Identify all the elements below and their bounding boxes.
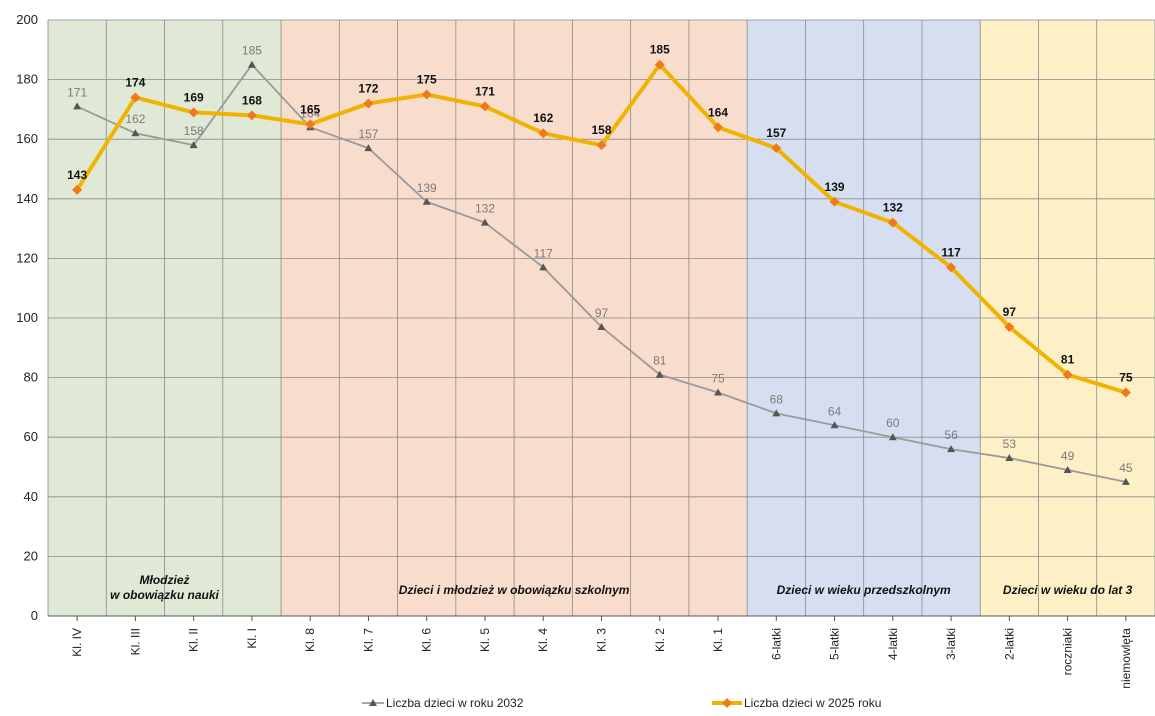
y-tick-label: 200 [16, 12, 38, 27]
data-label-2025: 174 [125, 75, 145, 89]
data-label-2025: 139 [825, 180, 845, 194]
data-label-2032: 75 [711, 372, 725, 386]
region-label: Dzieci w wieku do lat 3 [1003, 583, 1133, 597]
x-tick-label: 3-latki [944, 628, 958, 660]
x-tick-label: Kl. 8 [303, 628, 317, 652]
data-label-2032: 60 [886, 416, 900, 430]
data-label-2025: 158 [591, 123, 611, 137]
data-label-2032: 49 [1061, 449, 1075, 463]
y-tick-label: 160 [16, 131, 38, 146]
data-label-2032: 132 [475, 202, 495, 216]
data-label-2025: 168 [242, 93, 262, 107]
x-tick-label: 4-latki [886, 628, 900, 660]
data-label-2025: 171 [475, 84, 495, 98]
y-tick-label: 140 [16, 191, 38, 206]
x-tick-label: 5-latki [828, 628, 842, 660]
data-label-2025: 132 [883, 201, 903, 215]
x-tick-label: 6-latki [769, 628, 783, 660]
data-label-2032: 81 [653, 354, 667, 368]
legend-marker-2025 [722, 698, 732, 708]
data-label-2032: 56 [944, 428, 958, 442]
data-label-2032: 64 [828, 404, 842, 418]
y-tick-label: 100 [16, 310, 38, 325]
data-label-2032: 158 [184, 124, 204, 138]
x-tick-label: Kl. III [128, 628, 142, 655]
x-tick-label: Kl. II [187, 628, 201, 652]
x-tick-label: Kl. 6 [420, 628, 434, 652]
data-label-2032: 117 [534, 246, 553, 260]
data-label-2025: 175 [417, 73, 437, 87]
data-label-2032: 162 [125, 112, 145, 126]
data-label-2025: 75 [1119, 371, 1133, 385]
data-label-2032: 139 [417, 181, 437, 195]
data-label-2025: 165 [300, 102, 320, 116]
data-label-2025: 185 [650, 43, 670, 57]
data-label-2025: 81 [1061, 353, 1075, 367]
y-tick-label: 0 [31, 608, 38, 623]
x-tick-label: Kl. 7 [361, 628, 375, 652]
region-label: w obowiązku nauki [110, 588, 219, 602]
data-label-2025: 169 [184, 90, 204, 104]
region-label: Młodzież [140, 573, 190, 587]
data-label-2032: 157 [358, 127, 378, 141]
data-label-2032: 53 [1003, 437, 1017, 451]
x-tick-label: Kl. 2 [653, 628, 667, 652]
data-label-2025: 143 [67, 168, 87, 182]
y-tick-label: 80 [24, 370, 38, 385]
x-tick-label: Kl. IV [70, 628, 84, 657]
x-tick-label: Kl. 5 [478, 628, 492, 652]
x-tick-label: niemowlęta [1119, 628, 1133, 689]
x-tick-label: Kl. 3 [595, 628, 609, 652]
y-tick-label: 20 [24, 548, 38, 563]
legend-label-2025: Liczba dzieci w 2025 roku [744, 696, 881, 710]
data-label-2025: 172 [358, 81, 378, 95]
data-label-2032: 97 [595, 306, 609, 320]
data-label-2025: 162 [533, 111, 553, 125]
data-label-2025: 157 [766, 126, 786, 140]
region-label: Dzieci w wieku przedszkolnym [777, 583, 951, 597]
data-label-2032: 68 [770, 392, 784, 406]
x-tick-label: Kl. 4 [536, 628, 550, 652]
data-label-2025: 164 [708, 105, 728, 119]
legend-label-2032: Liczba dzieci w roku 2032 [386, 696, 524, 710]
data-label-2032: 45 [1119, 461, 1133, 475]
x-tick-label: roczniaki [1061, 628, 1075, 675]
data-label-2025: 97 [1003, 305, 1017, 319]
data-label-2025: 117 [941, 245, 961, 259]
data-label-2032: 171 [67, 85, 87, 99]
x-tick-label: Kl. I [245, 628, 259, 649]
y-tick-label: 180 [16, 72, 38, 87]
x-tick-label: 2-latki [1002, 628, 1016, 660]
y-tick-label: 120 [16, 250, 38, 265]
region-label: Dzieci i młodzież w obowiązku szkolnym [399, 583, 630, 597]
y-tick-label: 60 [24, 429, 38, 444]
x-tick-label: Kl. 1 [711, 628, 725, 652]
y-tick-label: 40 [24, 489, 38, 504]
data-label-2032: 185 [242, 44, 262, 58]
